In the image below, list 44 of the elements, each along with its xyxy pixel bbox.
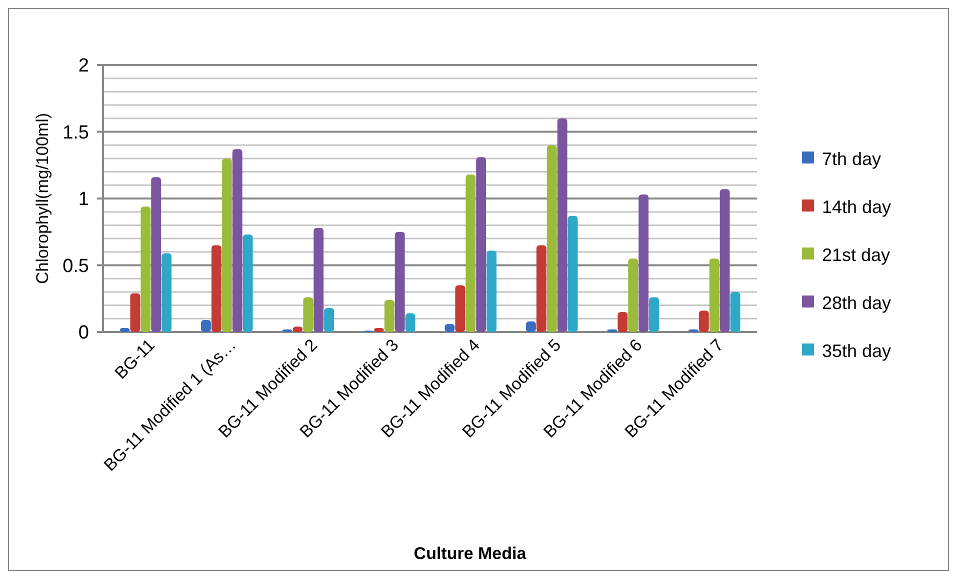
bar xyxy=(405,313,416,332)
bar xyxy=(211,245,222,332)
bar xyxy=(242,234,253,332)
bar xyxy=(546,145,557,332)
y-axis-title: Chlorophyll(mg/100ml) xyxy=(33,112,52,284)
legend-label: 14th day xyxy=(822,196,892,217)
y-tick-label: 0.5 xyxy=(62,256,89,277)
y-tick-label: 2 xyxy=(78,56,89,77)
bar xyxy=(303,297,314,332)
bar xyxy=(698,310,709,332)
bar xyxy=(709,258,720,332)
bar xyxy=(201,320,211,332)
bar xyxy=(140,206,151,332)
legend-label: 21st day xyxy=(822,244,890,265)
bar xyxy=(455,285,466,332)
bar xyxy=(476,157,486,332)
bar xyxy=(730,292,740,332)
y-tick-label: 1 xyxy=(78,189,89,210)
bar xyxy=(222,158,232,332)
bar xyxy=(232,149,242,332)
bar xyxy=(526,321,536,332)
y-tick-label: 1.5 xyxy=(62,122,89,144)
bar xyxy=(628,258,638,332)
bar xyxy=(649,297,659,332)
y-tick-label: 0 xyxy=(78,322,89,344)
bar xyxy=(486,250,496,332)
bar xyxy=(536,245,546,332)
bar xyxy=(384,300,394,332)
bar xyxy=(130,293,140,332)
bar xyxy=(638,194,649,332)
bar xyxy=(466,174,476,332)
bar xyxy=(618,312,628,332)
bar xyxy=(314,228,324,332)
bar xyxy=(720,189,730,332)
bar xyxy=(557,118,568,332)
bar xyxy=(394,232,405,332)
x-axis-title: Culture Media xyxy=(414,544,527,563)
bar xyxy=(151,177,162,332)
bar xyxy=(324,308,334,332)
legend-label: 7th day xyxy=(822,148,882,169)
bar xyxy=(162,253,172,332)
legend-label: 35th day xyxy=(822,340,892,361)
legend-label: 28th day xyxy=(822,292,892,313)
bar xyxy=(568,216,578,332)
